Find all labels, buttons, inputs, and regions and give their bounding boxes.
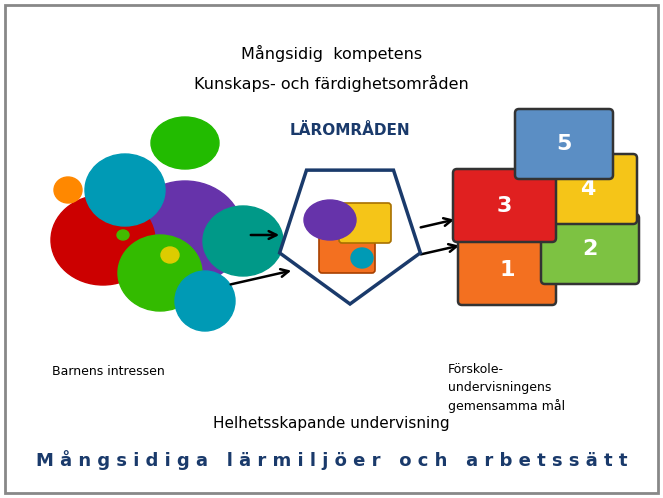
Ellipse shape	[161, 247, 179, 263]
FancyBboxPatch shape	[319, 231, 375, 273]
Text: Helhetsskapande undervisning: Helhetsskapande undervisning	[213, 415, 450, 430]
Ellipse shape	[175, 271, 235, 331]
Text: M å n g s i d i g a   l ä r m i l j ö e r   o c h   a r b e t s s ä t t: M å n g s i d i g a l ä r m i l j ö e r …	[36, 450, 627, 470]
Ellipse shape	[51, 195, 155, 285]
Ellipse shape	[117, 230, 129, 240]
Text: 4: 4	[580, 179, 595, 199]
FancyBboxPatch shape	[539, 154, 637, 224]
Ellipse shape	[151, 117, 219, 169]
Text: 5: 5	[556, 134, 572, 154]
Text: Kunskaps- och färdighetsområden: Kunskaps- och färdighetsområden	[194, 75, 469, 92]
FancyBboxPatch shape	[458, 235, 556, 305]
FancyBboxPatch shape	[453, 169, 556, 242]
Text: 1: 1	[499, 260, 514, 280]
Polygon shape	[280, 170, 420, 304]
Ellipse shape	[85, 154, 165, 226]
Text: Mångsidig  kompetens: Mångsidig kompetens	[241, 44, 422, 62]
Ellipse shape	[127, 181, 243, 285]
FancyBboxPatch shape	[339, 203, 391, 243]
Text: Förskole-
undervisningens
gemensamma mål: Förskole- undervisningens gemensamma mål	[448, 363, 565, 413]
Ellipse shape	[351, 248, 373, 268]
FancyBboxPatch shape	[541, 214, 639, 284]
Ellipse shape	[118, 235, 202, 311]
FancyBboxPatch shape	[515, 109, 613, 179]
Ellipse shape	[54, 177, 82, 203]
Text: Barnens intressen: Barnens intressen	[52, 365, 164, 378]
Text: 3: 3	[497, 196, 512, 216]
Text: 2: 2	[582, 239, 597, 259]
Ellipse shape	[203, 206, 283, 276]
Text: LÄROMRÅDEN: LÄROMRÅDEN	[290, 123, 410, 137]
Ellipse shape	[304, 200, 356, 240]
